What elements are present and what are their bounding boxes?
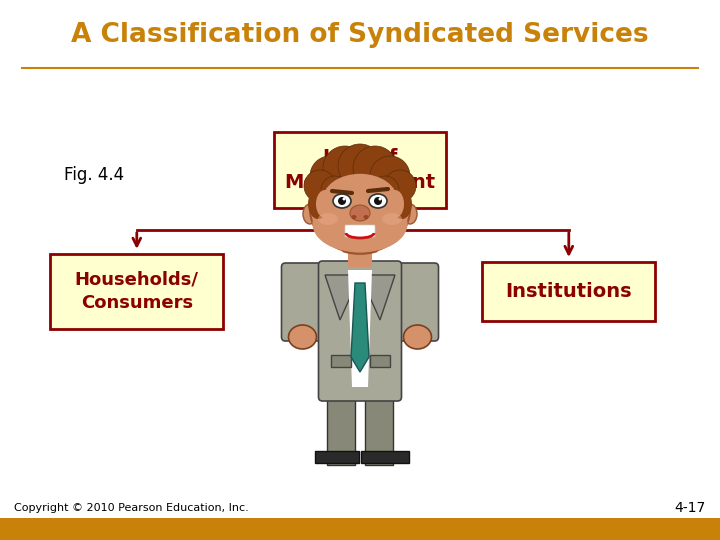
Ellipse shape bbox=[382, 213, 402, 225]
Ellipse shape bbox=[350, 205, 370, 221]
Ellipse shape bbox=[364, 215, 369, 219]
Circle shape bbox=[304, 170, 336, 202]
Ellipse shape bbox=[316, 190, 334, 218]
Bar bbox=[365, 395, 393, 465]
Ellipse shape bbox=[351, 215, 356, 219]
Ellipse shape bbox=[312, 195, 408, 253]
Bar bbox=[348, 241, 372, 267]
Ellipse shape bbox=[308, 189, 328, 219]
Polygon shape bbox=[360, 275, 395, 320]
Text: Institutions: Institutions bbox=[505, 282, 632, 301]
Polygon shape bbox=[361, 451, 409, 463]
Circle shape bbox=[343, 198, 346, 200]
Circle shape bbox=[353, 146, 397, 190]
Polygon shape bbox=[315, 451, 359, 463]
Text: A Classification of Syndicated Services: A Classification of Syndicated Services bbox=[71, 22, 649, 48]
Ellipse shape bbox=[403, 325, 431, 349]
Ellipse shape bbox=[403, 204, 417, 224]
Circle shape bbox=[323, 146, 367, 190]
Bar bbox=[369, 355, 390, 367]
Ellipse shape bbox=[386, 190, 404, 218]
Circle shape bbox=[384, 170, 416, 202]
Ellipse shape bbox=[303, 204, 317, 224]
Text: 4-17: 4-17 bbox=[675, 501, 706, 515]
FancyBboxPatch shape bbox=[318, 261, 402, 401]
Circle shape bbox=[338, 197, 346, 205]
Bar bbox=[327, 395, 355, 465]
FancyBboxPatch shape bbox=[394, 263, 438, 341]
Text: Households/
Consumers: Households/ Consumers bbox=[75, 271, 199, 313]
Ellipse shape bbox=[318, 213, 338, 225]
Polygon shape bbox=[325, 275, 360, 320]
FancyBboxPatch shape bbox=[282, 263, 326, 341]
Circle shape bbox=[371, 176, 399, 204]
Text: Fig. 4.4: Fig. 4.4 bbox=[63, 166, 124, 185]
Circle shape bbox=[370, 156, 410, 196]
Bar bbox=[482, 262, 655, 321]
FancyBboxPatch shape bbox=[345, 225, 375, 237]
Text: Unit of
Measurement: Unit of Measurement bbox=[284, 148, 436, 192]
Circle shape bbox=[321, 176, 349, 204]
Text: Copyright © 2010 Pearson Education, Inc.: Copyright © 2010 Pearson Education, Inc. bbox=[14, 503, 249, 512]
Ellipse shape bbox=[333, 194, 351, 208]
Bar bbox=[0, 518, 720, 540]
Ellipse shape bbox=[323, 174, 397, 227]
Ellipse shape bbox=[369, 194, 387, 208]
Ellipse shape bbox=[392, 189, 412, 219]
Bar bbox=[274, 132, 446, 208]
Ellipse shape bbox=[289, 325, 317, 349]
Bar bbox=[330, 355, 351, 367]
Ellipse shape bbox=[310, 165, 410, 253]
Polygon shape bbox=[351, 283, 369, 372]
Circle shape bbox=[374, 197, 382, 205]
Circle shape bbox=[379, 198, 382, 200]
Bar bbox=[50, 254, 223, 329]
Polygon shape bbox=[348, 270, 372, 387]
Circle shape bbox=[338, 144, 382, 188]
Circle shape bbox=[310, 156, 350, 196]
